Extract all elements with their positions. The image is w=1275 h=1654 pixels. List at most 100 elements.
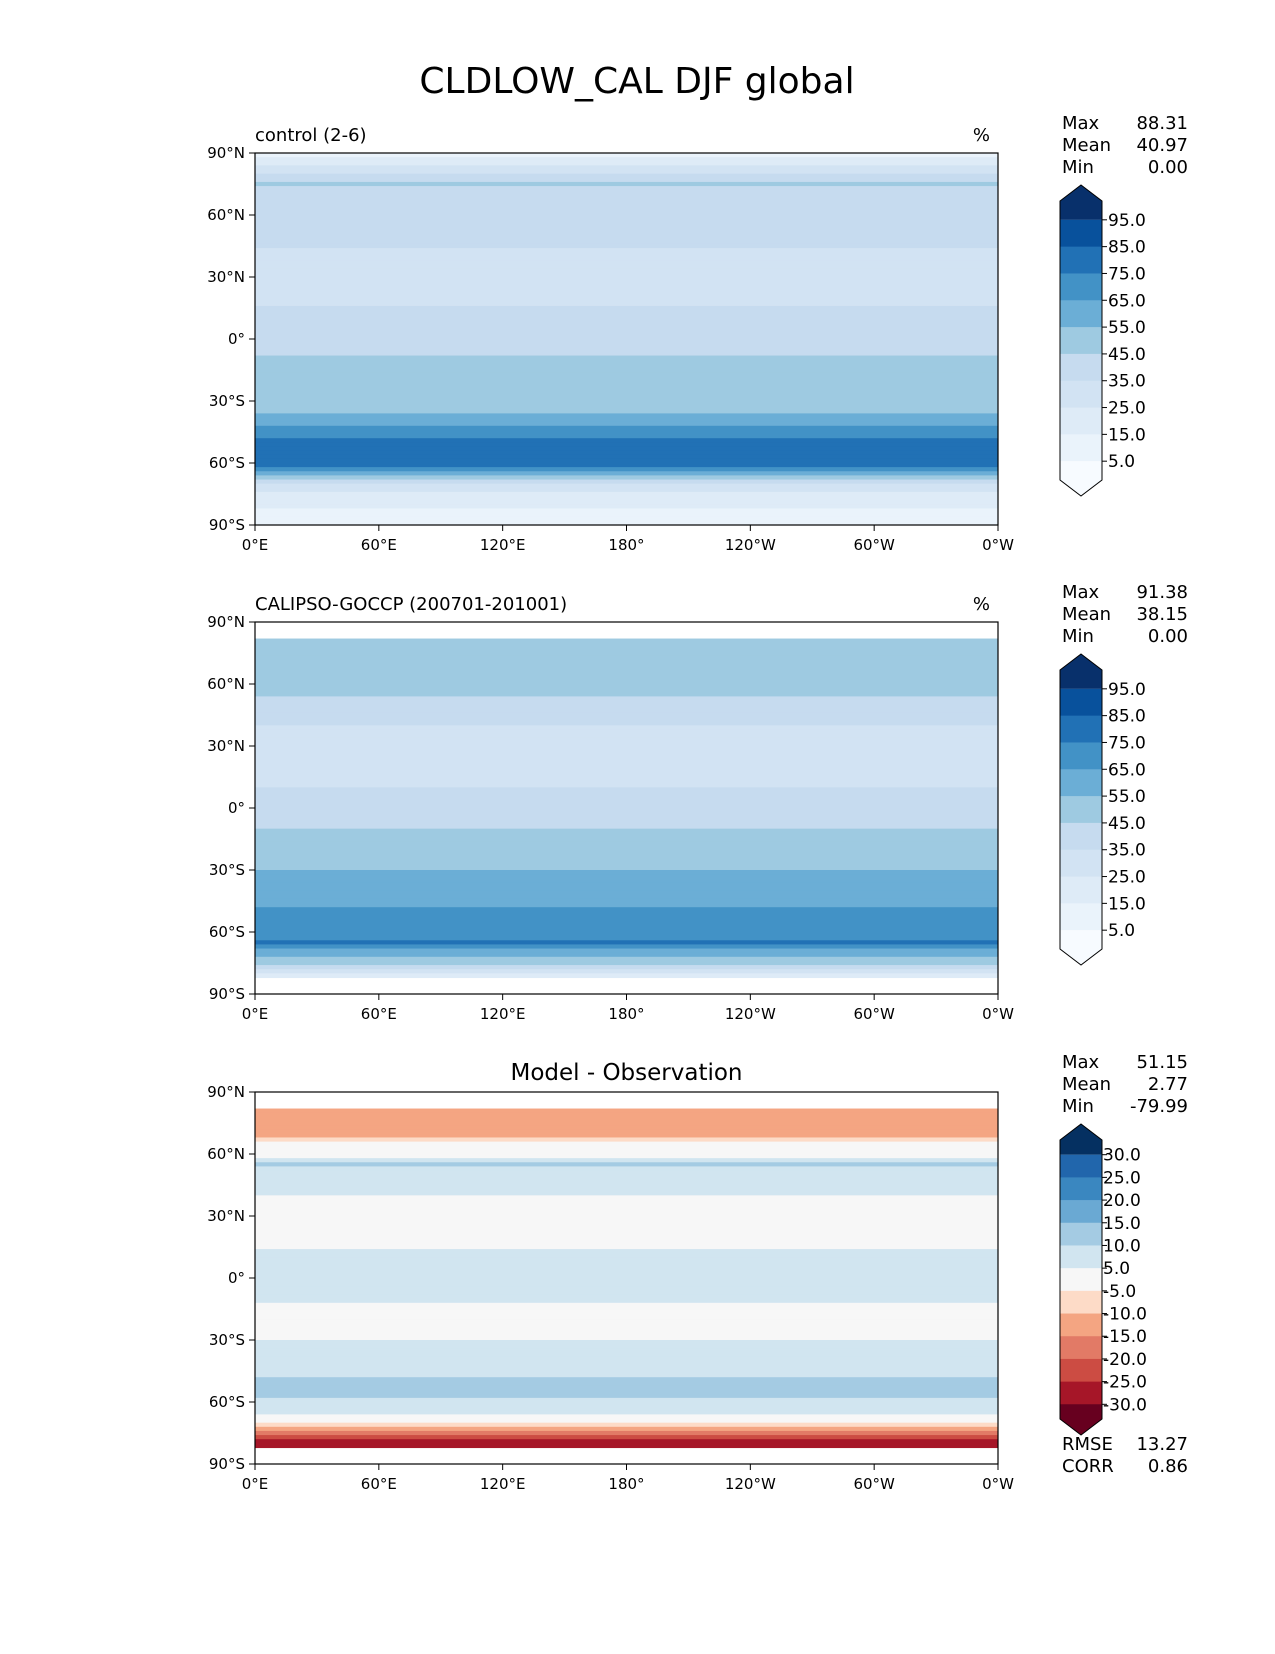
data-band [255,1249,998,1254]
data-band [255,281,998,286]
colorbar-label: 25.0 [1103,1168,1141,1188]
panel-control: control (2-6) % 90°N 60°N 30°N 0° 30°S 60°S 90°S… [207,113,1188,554]
data-band [255,223,998,228]
colorbar-label: 15.0 [1108,894,1146,914]
x-tick-label: 60°E [361,536,397,554]
data-band [255,322,998,328]
data-band [255,496,998,501]
extra-stat-label: RMSE [1062,1434,1113,1455]
data-band [255,392,998,398]
stat-label: Max [1062,1052,1100,1073]
data-band [255,384,998,390]
data-band [255,177,998,183]
colorbar-segment [1060,434,1102,462]
panel-observation: CALIPSO-GOCCP (200701-201001) % 90°N 60°N 30… [207,582,1188,1023]
data-band [255,828,998,834]
data-band [255,463,998,468]
data-band [255,334,998,340]
data-band [255,1116,998,1122]
data-band [255,750,998,755]
data-band [255,861,998,867]
data-band [255,1154,998,1159]
colorbar-label: 55.0 [1108,318,1146,338]
data-band [255,770,998,776]
data-band [255,1112,998,1118]
colorbar-label: 15.0 [1103,1214,1141,1234]
x-tick-label: 0°E [242,1005,269,1023]
data-band [255,667,998,673]
data-band [255,733,998,739]
data-band [255,841,998,846]
data-band [255,1187,998,1192]
data-band [255,754,998,759]
data-band [255,429,998,435]
data-band [255,1286,998,1291]
colorbar-segment [1060,219,1102,248]
data-band [255,248,998,253]
data-band [255,1414,998,1420]
data-band [255,1207,998,1213]
colorbar-label: 30.0 [1103,1146,1141,1166]
data-band [255,820,998,826]
data-band [255,774,998,780]
colorbar-label: 5.0 [1103,1259,1130,1279]
data-band [255,405,998,410]
data-band [255,746,998,751]
colorbar-label: 85.0 [1108,707,1146,727]
data-band [255,339,998,344]
colorbar-segment [1060,1336,1102,1360]
colorbar-label: 35.0 [1108,841,1146,861]
data-band [255,1410,998,1415]
data-band [255,1331,998,1337]
data-band [255,202,998,208]
data-band [255,1166,998,1172]
stat-value: 0.00 [1148,626,1188,647]
colorbar-segment [1060,769,1102,797]
data-band [255,153,998,158]
data-band [255,1108,998,1114]
data-band [255,504,998,510]
colorbar-label: 55.0 [1108,787,1146,807]
data-band [255,1240,998,1246]
data-band [255,1269,998,1275]
data-band [255,965,998,970]
data-band [255,252,998,257]
data-band [255,808,998,813]
data-band [255,512,998,518]
colorbar-label: 10.0 [1103,1236,1141,1256]
data-band [255,359,998,365]
data-band [255,297,998,303]
data-band [255,1381,998,1387]
colorbar-segment [1060,380,1102,409]
stat-value: 51.15 [1136,1052,1188,1073]
data-band [255,500,998,505]
data-band [255,256,998,262]
data-band [255,157,998,162]
data-band [255,467,998,472]
data-band [255,310,998,315]
colorbar-segment [1060,1313,1102,1337]
data-band [255,1327,998,1333]
colorbar-label: 85.0 [1108,238,1146,258]
data-band [255,758,998,764]
colorbar-label: -20.0 [1103,1350,1147,1370]
data-band [255,277,998,282]
data-band [255,712,998,718]
data-band [255,243,998,249]
x-tick-label: 180° [608,1005,644,1023]
x-tick-label: 60°W [853,1475,895,1493]
data-band [255,646,998,652]
colorbar-label: -5.0 [1103,1282,1136,1302]
colorbar-extend-bottom [1060,1404,1102,1435]
data-band [255,1435,998,1440]
data-band [255,471,998,476]
stat-label: Max [1062,113,1100,134]
data-band [255,956,998,962]
data-band [255,1145,998,1151]
data-band [255,783,998,788]
data-band [255,692,998,697]
data-band [255,1373,998,1378]
data-band [255,1418,998,1424]
data-band [255,894,998,900]
